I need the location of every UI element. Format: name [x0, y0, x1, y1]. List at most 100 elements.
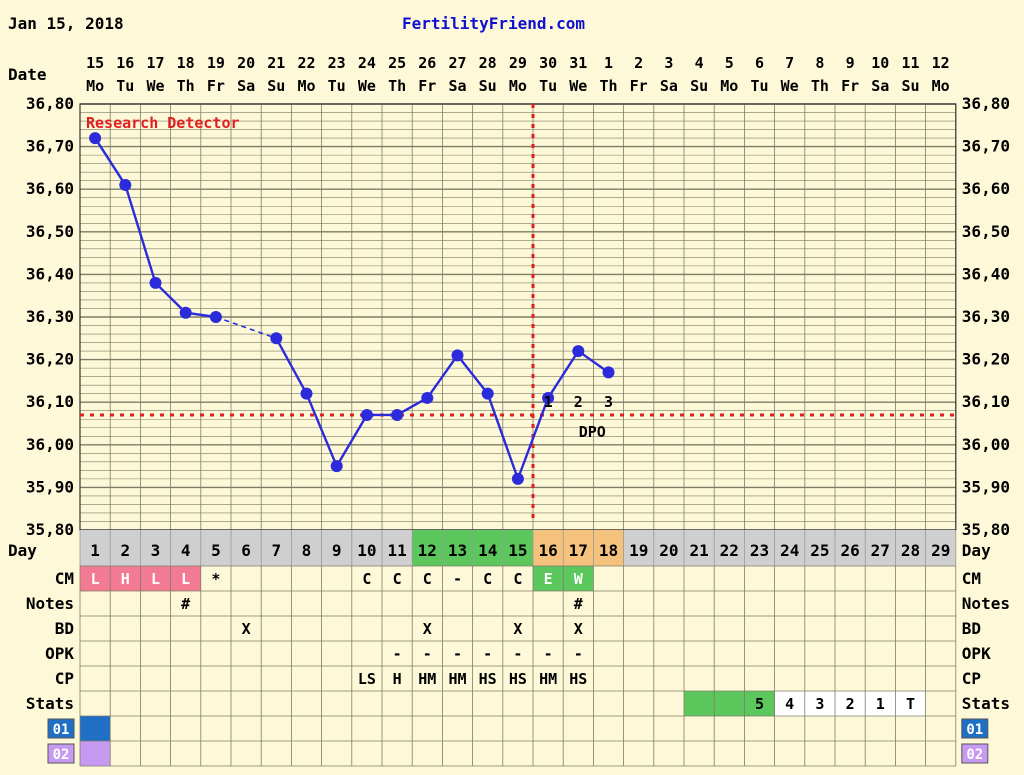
row-value-cp: HM — [418, 670, 436, 688]
temp-line-segment — [486, 393, 520, 480]
row-label-right-notes: Notes — [962, 594, 1010, 613]
cycle-day-number: 18 — [599, 541, 618, 560]
date-label: 12 — [932, 54, 950, 72]
badge-right-r01 — [961, 718, 989, 739]
temp-point — [451, 349, 464, 362]
row-value-opk: - — [423, 645, 432, 663]
weekday-label: Mo — [509, 77, 527, 95]
date-label: 19 — [207, 54, 225, 72]
y-tick-left: 36,00 — [26, 435, 74, 454]
site-name[interactable]: FertilityFriend.com — [402, 14, 586, 33]
cycle-day-number: 29 — [931, 541, 950, 560]
weekday-label: Tu — [328, 77, 346, 95]
temp-line-segment — [215, 316, 277, 340]
date-label: 26 — [418, 54, 436, 72]
row-value-cm: W — [574, 570, 584, 588]
badge-label-right-r01: 01 — [966, 722, 983, 738]
weekday-label: Fr — [207, 77, 225, 95]
y-tick-left: 36,70 — [26, 137, 74, 156]
y-tick-left: 35,80 — [26, 520, 74, 539]
cycle-day-number: 25 — [810, 541, 829, 560]
weekday-label: Sa — [448, 77, 466, 95]
luteal-day-cell — [593, 530, 624, 566]
row-cell-fill — [865, 691, 896, 716]
date-label: 9 — [846, 54, 855, 72]
temp-point — [481, 387, 494, 400]
weekday-label: We — [358, 77, 376, 95]
row-value-cm: E — [544, 570, 553, 588]
date-label: 24 — [358, 54, 376, 72]
temp-line-segment — [516, 397, 550, 480]
y-tick-left: 36,80 — [26, 94, 74, 113]
y-tick-right: 36,80 — [962, 94, 1010, 113]
row-cell-fill — [563, 566, 594, 591]
row-cell-fill — [714, 691, 745, 716]
temp-point — [300, 387, 313, 400]
weekday-label: Fr — [841, 77, 859, 95]
weekday-label: Tu — [539, 77, 557, 95]
row-label-opk: OPK — [45, 644, 74, 663]
dpo-number: 1 — [544, 393, 553, 411]
temp-line-segment — [94, 137, 127, 186]
weekday-label: Sa — [871, 77, 889, 95]
date-label: 22 — [297, 54, 315, 72]
row-cell-fill — [774, 691, 805, 716]
row-cell-fill — [170, 566, 201, 591]
temp-point — [572, 345, 585, 358]
date-label: 11 — [901, 54, 919, 72]
row-value-stats: 5 — [755, 695, 764, 713]
row-value-stats: T — [906, 695, 915, 713]
research-detector-label: Research Detector — [86, 114, 240, 132]
row-value-opk: - — [393, 645, 402, 663]
temp-point — [360, 408, 373, 421]
cycle-day-number: 6 — [241, 541, 251, 560]
cycle-day-number: 19 — [629, 541, 648, 560]
row-label-right-opk: OPK — [962, 644, 991, 663]
row-value-cp: HS — [509, 670, 527, 688]
row-value-opk: - — [483, 645, 492, 663]
cycle-day-number: 1 — [90, 541, 100, 560]
row-cell-fill — [80, 566, 111, 591]
temp-line-segment — [396, 396, 428, 417]
weekday-label: Th — [388, 77, 406, 95]
row-value-cp: HS — [479, 670, 497, 688]
cycle-day-number: 10 — [357, 541, 376, 560]
date-label: 29 — [509, 54, 527, 72]
dpo-label: DPO — [579, 423, 606, 441]
weekday-label: Sa — [660, 77, 678, 95]
temp-point — [149, 276, 162, 289]
temp-point — [270, 332, 283, 345]
cycle-day-number: 27 — [871, 541, 890, 560]
fertile-day-cell — [442, 530, 473, 566]
weekday-label: Tu — [750, 77, 768, 95]
temp-point — [391, 408, 404, 421]
weekday-label: Sa — [237, 77, 255, 95]
temp-point — [542, 391, 555, 404]
cycle-day-number: 12 — [418, 541, 437, 560]
y-tick-left: 35,90 — [26, 477, 74, 496]
y-tick-left: 36,60 — [26, 179, 74, 198]
row-cell-fill — [744, 691, 775, 716]
fertile-day-cell — [502, 530, 533, 566]
cycle-day-number: 23 — [750, 541, 769, 560]
y-tick-left: 36,40 — [26, 264, 74, 283]
fertile-day-cell — [412, 530, 443, 566]
row-value-opk: - — [574, 645, 583, 663]
temp-line-segment — [124, 184, 157, 284]
row-value-cp: H — [393, 670, 402, 688]
date-label: 30 — [539, 54, 557, 72]
row-value-cm: L — [151, 570, 160, 588]
cycle-day-number: 2 — [120, 541, 130, 560]
date-label: 15 — [86, 54, 104, 72]
weekday-label: Th — [177, 77, 195, 95]
date-label: 20 — [237, 54, 255, 72]
weekday-label: Su — [479, 77, 497, 95]
row-value-cp: LS — [358, 670, 376, 688]
weekday-label: We — [146, 77, 164, 95]
luteal-day-cell — [533, 530, 564, 566]
date-label: 1 — [604, 54, 613, 72]
date-label: 16 — [116, 54, 134, 72]
y-tick-right: 36,10 — [962, 392, 1010, 411]
weekday-label: Th — [811, 77, 829, 95]
